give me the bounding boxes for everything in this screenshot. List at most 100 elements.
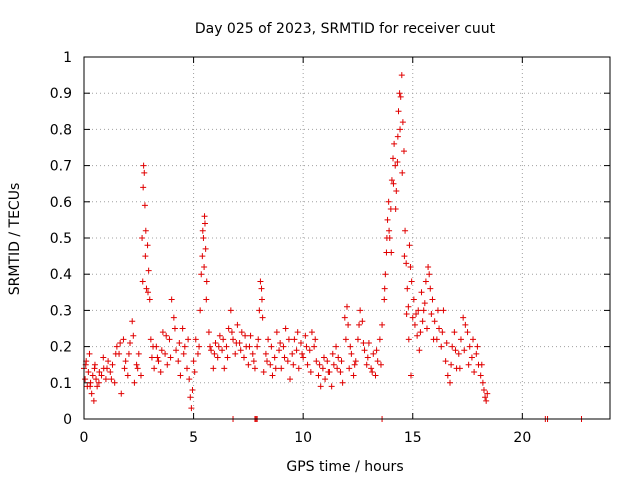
data-point [246,343,253,350]
data-point [356,321,363,328]
data-point [308,329,315,336]
data-point [271,354,278,361]
data-point [200,235,207,241]
y-tick-label: 0.6 [50,195,72,211]
data-point [187,394,194,401]
x-tick-label: 0 [80,430,89,446]
data-point [137,372,144,379]
data-point [157,368,164,375]
data-point [449,343,456,350]
data-point [484,390,491,397]
data-point [94,383,101,390]
data-point [255,336,262,343]
data-point [95,379,102,386]
data-point [352,358,359,365]
data-point [344,303,350,310]
data-point [394,133,401,140]
data-point [374,358,381,365]
data-point [300,354,307,361]
data-point [415,307,422,314]
data-points [81,72,585,422]
data-point [461,347,468,354]
data-point [393,187,400,194]
data-point [272,365,279,372]
data-point [208,347,215,354]
data-point [225,325,232,332]
data-point [112,350,119,357]
data-point [357,307,364,314]
data-point [337,368,344,375]
y-axis-label: SRMTID / TECUs [7,183,23,296]
data-point [171,325,178,332]
data-point [480,387,487,394]
data-point [87,383,94,390]
data-point [202,245,209,252]
plot-frame [83,56,611,420]
data-point [426,271,433,278]
data-point [131,379,138,386]
data-point [313,358,320,365]
data-point [164,361,171,368]
data-point [465,361,472,368]
data-point [201,263,208,270]
data-point [448,361,455,368]
data-point [245,361,252,368]
data-point [199,227,206,234]
data-point [205,329,212,336]
data-point [249,350,256,357]
data-point [417,329,424,336]
data-point [405,336,412,343]
data-point [223,343,230,350]
data-point [257,278,264,285]
data-point [88,390,95,397]
data-point [477,372,484,379]
data-point [109,361,116,368]
data-point [120,336,127,343]
data-point [201,213,208,220]
data-point [422,278,429,285]
data-point [395,108,402,115]
data-point [230,336,237,343]
data-point [278,365,285,372]
data-point [127,339,134,346]
data-point [457,336,464,343]
data-point [460,314,467,321]
data-point [203,296,210,303]
data-point [297,339,304,346]
data-point [105,358,112,365]
data-point [262,350,269,357]
data-point [198,271,205,278]
y-tick-label: 0.3 [50,303,72,319]
data-point [85,368,92,375]
data-point [407,263,414,270]
data-point [482,394,489,401]
data-point [372,372,379,379]
data-point [185,336,192,343]
data-point [268,343,275,350]
data-point [188,405,195,412]
data-point [168,296,175,303]
data-point [282,325,289,332]
data-point [403,260,410,267]
data-point [175,358,182,365]
data-point [299,350,306,357]
data-point [462,321,469,328]
data-point [348,350,355,357]
data-point [155,358,162,365]
y-tick-label: 0 [63,412,72,428]
data-point [402,227,409,234]
data-point [287,376,294,383]
x-tick-label: 20 [513,430,531,446]
data-point [276,347,283,354]
data-point [224,354,231,361]
data-point [277,339,284,346]
data-point [117,339,124,346]
data-point [293,347,300,354]
data-point [392,162,399,169]
x-axis-label: GPS time / hours [286,459,403,475]
chart-title: Day 025 of 2023, SRMTID for receiver cuu… [195,21,496,37]
data-point [370,350,377,357]
data-point [382,271,389,278]
data-point [96,368,103,375]
